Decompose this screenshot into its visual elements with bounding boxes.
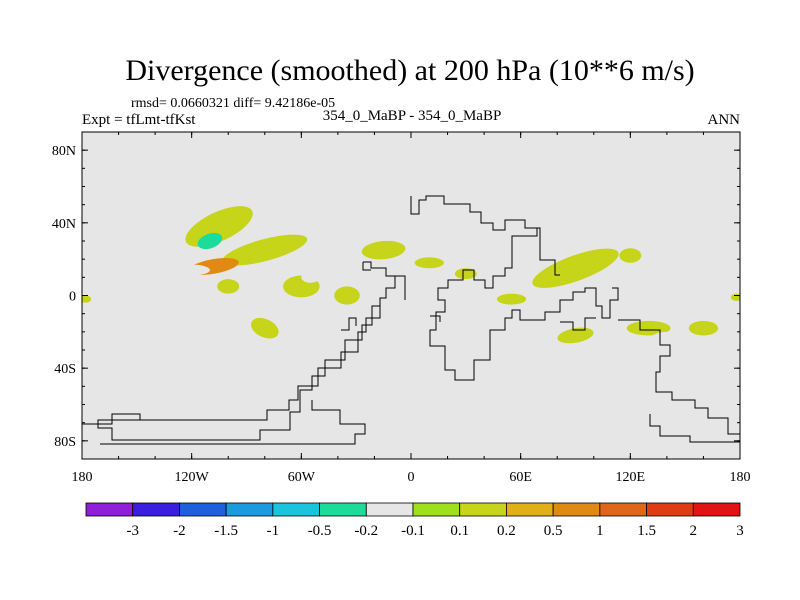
colorbar-swatch [459,502,507,517]
colorbar-label: -1.5 [214,523,238,539]
y-tick-label: 40S [54,362,76,377]
colorbar-swatch [365,502,414,517]
x-tick-label: 60W [288,470,316,485]
colorbar-label: 0.1 [450,523,469,539]
colorbar-swatch [599,502,647,517]
y-axis: 80N 40N 0 40S 80S [52,131,740,460]
field-region [317,268,340,287]
subtitle-label: 354_0_MaBP - 354_0_MaBP [323,108,502,124]
colorbar-label: 0.5 [544,523,563,539]
colorbar-swatch [225,502,274,517]
field-region [170,321,213,350]
chart-title: Divergence (smoothed) at 200 hPa (10**6 … [125,54,694,87]
field-region [185,206,253,247]
field-region [593,317,624,329]
colorbar-label: -3 [126,523,139,539]
colorbar-swatch [692,502,741,517]
y-tick-label: 80N [52,144,76,159]
field-region [237,290,256,301]
colorbar-swatch [132,502,180,517]
field-region [118,260,156,276]
colorbar-label: 2 [690,523,698,539]
coastline-antarctica-west [82,413,141,425]
field-region [515,320,545,336]
y-tick-label: 0 [69,290,76,305]
field-regions [82,206,740,350]
field-region [217,279,240,294]
colorbar-swatch [412,502,461,517]
field-region [557,327,594,344]
colorbar-swatch [272,502,320,517]
field-region [496,293,527,305]
y-tick-label: 80S [54,435,76,450]
field-region [527,215,543,223]
x-tick-label: 0 [408,470,415,485]
field-region [197,232,223,250]
colorbar-label: -2 [173,523,186,539]
colorbar: -3 -2 -1.5 -1 -0.5 -0.2 -0.1 0.1 0.2 0.5 1 1.5 2 3 [85,502,744,539]
coastline-central-america [341,317,357,331]
field-region [82,295,92,303]
colorbar-label: 1.5 [637,523,656,539]
colorbar-label: -0.5 [308,523,332,539]
field-region [703,248,733,263]
colorbar-label: 0.2 [497,523,516,539]
colorbar-label: 1 [596,523,604,539]
field-region [652,266,689,281]
field-region [250,317,279,339]
field-region [447,290,466,301]
colorbar-swatch [85,502,134,517]
field-region [222,234,308,266]
coastline-asia-east [525,227,560,276]
plot-background [82,132,740,459]
field-region [283,330,302,341]
field-region [272,259,295,271]
field-region [646,235,669,247]
field-region [688,320,719,336]
coastline-antarctica-peninsula [100,400,366,445]
stats-label: rmsd= 0.0660321 diff= 9.42186e-05 [131,96,335,111]
colorbar-label: -1 [267,523,280,539]
field-region [330,304,346,316]
coastline-africa-eurasia [410,195,619,381]
field-region [619,248,642,263]
colorbar-swatch [319,502,367,517]
field-region [173,264,210,276]
field-region [361,240,406,260]
field-region [414,257,444,269]
field-region [301,271,320,283]
field-region [173,293,192,305]
colorbar-swatch [646,502,694,517]
x-tick-label: 60E [509,470,532,485]
field-region [532,248,619,288]
field-region [558,273,630,300]
field-region [454,268,477,280]
colorbar-label: -0.1 [401,523,425,539]
x-tick-label: 180 [72,470,93,485]
x-tick-label: 120E [616,470,646,485]
coastline-south-america [97,261,396,441]
field-region [334,286,360,305]
x-axis: 180 120W 60W 0 60E 120E 180 [72,132,751,485]
colorbar-label: 3 [736,523,744,539]
colorbar-swatch [552,502,601,517]
field-region [555,228,578,247]
coastline-maritime-islands [430,315,596,331]
coastline-australia [618,319,740,443]
colorbar-label: -0.2 [354,523,378,539]
x-tick-label: 180 [730,470,751,485]
colorbar-swatch [506,502,554,517]
colorbar-swatch [179,502,227,517]
x-tick-label: 120W [175,470,210,485]
field-region [648,331,686,350]
season-label: ANN [708,112,741,128]
experiment-label: Expt = tfLmt-tfKst [82,112,196,128]
coastlines [82,195,740,445]
field-region [509,251,539,267]
y-tick-label: 40N [52,217,76,232]
coastline-north-america [362,262,406,300]
